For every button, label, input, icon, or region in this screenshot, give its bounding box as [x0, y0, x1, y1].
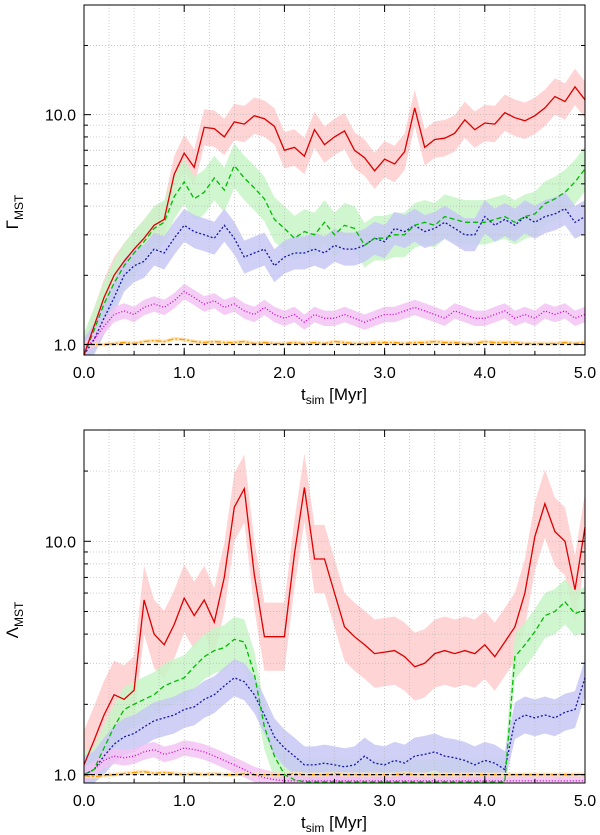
top-x-axis-label: tsim [Myr] [301, 385, 367, 407]
series-line-green [83, 164, 586, 356]
top-grid [83, 4, 586, 356]
series-line-blue [83, 677, 586, 776]
band-orange [84, 769, 585, 779]
band-magenta [84, 740, 585, 783]
x-tick-label: 2.0 [273, 793, 295, 810]
x-tick-label: 3.0 [373, 365, 395, 382]
x-tick-label: 2.0 [273, 365, 295, 382]
x-tick-label: 1.0 [173, 365, 195, 382]
top-confidence-bands [84, 68, 585, 355]
y-tick-label: 10.0 [45, 108, 76, 125]
bottom-panel: 0.0 1.0 2.0 3.0 4.0 5.0 1.0 10.0 ΛMST tsim [Myr… [3, 429, 596, 835]
y-tick-label: 10.0 [45, 534, 76, 551]
bottom-ticks: 0.0 1.0 2.0 3.0 4.0 5.0 1.0 10.0 [45, 429, 596, 810]
y-tick-label: 1.0 [54, 768, 76, 785]
series-line-red [83, 486, 586, 766]
x-tick-label: 0.0 [73, 365, 95, 382]
top-y-axis-label: ΓMST [3, 194, 26, 229]
band-blue [84, 659, 585, 783]
bottom-y-axis-label: ΛMST [3, 601, 26, 638]
series-line-magenta [83, 747, 585, 782]
x-tick-label: 0.0 [73, 793, 95, 810]
series-line-orange [84, 338, 586, 346]
band-green [84, 579, 585, 783]
band-red [84, 453, 585, 783]
bottom-confidence-bands [84, 453, 585, 783]
top-series-lines [83, 85, 586, 356]
band-magenta [84, 283, 585, 355]
bottom-x-axis-label: tsim [Myr] [301, 813, 367, 835]
x-tick-label: 5.0 [574, 793, 596, 810]
x-tick-label: 1.0 [173, 793, 195, 810]
x-tick-label: 4.0 [474, 793, 496, 810]
x-tick-label: 5.0 [574, 365, 596, 382]
series-line-magenta [83, 290, 586, 351]
x-tick-label: 4.0 [474, 365, 496, 382]
y-tick-label: 1.0 [54, 337, 76, 354]
top-panel: 0.0 1.0 2.0 3.0 4.0 5.0 1.0 10.0 ΓMST tsim [Myr… [3, 4, 596, 407]
top-ticks: 0.0 1.0 2.0 3.0 4.0 5.0 1.0 10.0 [45, 4, 596, 382]
series-line-orange [83, 770, 585, 778]
series-line-red [83, 85, 586, 356]
x-tick-label: 3.0 [373, 793, 395, 810]
band-blue [84, 192, 585, 355]
